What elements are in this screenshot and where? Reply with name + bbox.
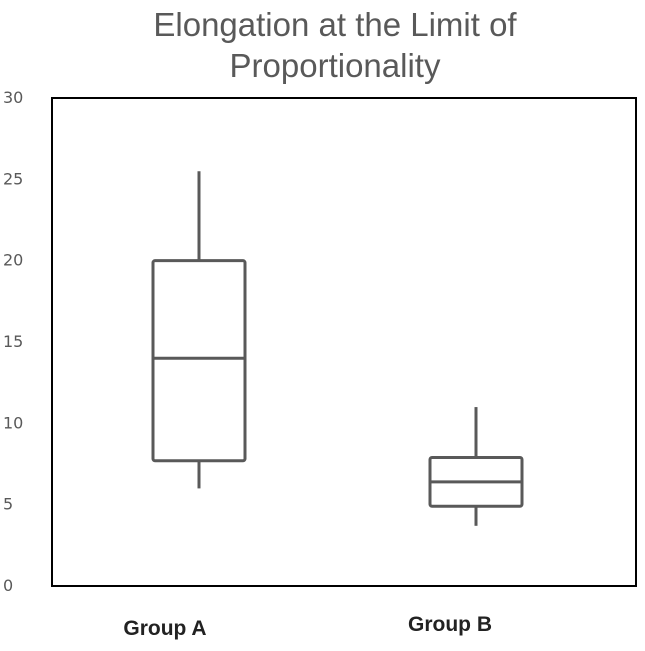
group-a-box bbox=[151, 259, 247, 463]
chart-title-line-2: Proportionality bbox=[229, 47, 441, 84]
plot-area-frame bbox=[51, 97, 637, 587]
x-label-group-a: Group A bbox=[123, 617, 206, 640]
chart-title: Elongation at the Limit of Proportionali… bbox=[50, 4, 620, 86]
chart-title-line-1: Elongation at the Limit of bbox=[153, 6, 517, 43]
y-tick-label-0: 0 bbox=[3, 576, 13, 595]
y-tick-label-15: 15 bbox=[3, 332, 23, 351]
y-axis-tick-labels: 0 5 10 15 20 25 30 bbox=[3, 88, 23, 595]
x-label-group-b: Group B bbox=[408, 613, 492, 636]
y-tick-label-25: 25 bbox=[3, 169, 23, 188]
y-tick-label-20: 20 bbox=[3, 251, 23, 270]
x-axis-category-labels: Group A Group B bbox=[123, 613, 492, 640]
y-tick-label-30: 30 bbox=[3, 88, 23, 107]
box-series bbox=[151, 171, 524, 526]
y-tick-label-5: 5 bbox=[3, 495, 13, 514]
y-tick-label-10: 10 bbox=[3, 413, 23, 432]
